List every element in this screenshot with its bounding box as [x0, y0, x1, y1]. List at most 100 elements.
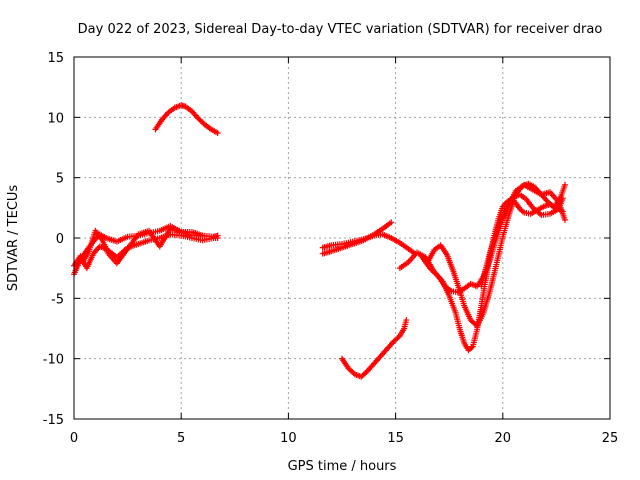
series-trace	[505, 195, 516, 209]
series-trace	[166, 105, 177, 115]
series-trace	[457, 328, 467, 345]
series-trace	[450, 288, 459, 295]
data-point	[214, 130, 221, 137]
x-tick-label: 20	[495, 431, 512, 446]
series-trace	[340, 357, 351, 370]
grid-lines	[74, 57, 610, 419]
data-point	[559, 195, 566, 202]
series-trace	[190, 229, 204, 238]
series-trace	[478, 279, 489, 307]
series-trace	[501, 200, 509, 209]
series-trace	[469, 281, 479, 289]
series-arc-midday-2	[319, 219, 395, 257]
series-trace	[456, 286, 466, 295]
series-trace	[91, 244, 102, 256]
series-arc-morning-3	[79, 225, 206, 267]
y-tick-label: -5	[51, 292, 64, 307]
series-trace	[436, 275, 447, 288]
series-trace	[179, 102, 188, 110]
series-trace	[428, 266, 441, 279]
series-trace	[514, 183, 526, 193]
y-tick-label: 15	[47, 51, 64, 66]
series-trace	[481, 290, 493, 314]
series-trace	[518, 192, 528, 202]
series-trace	[407, 247, 417, 256]
series-trace	[98, 244, 108, 252]
series-trace	[522, 182, 535, 192]
series-trace	[104, 235, 119, 245]
data-point	[199, 232, 206, 239]
data-point	[388, 219, 395, 226]
series-trace	[470, 328, 480, 348]
series-trace	[401, 319, 409, 330]
series-trace	[529, 208, 539, 216]
series-trace	[209, 127, 220, 136]
data-point	[561, 216, 568, 223]
series-trace	[385, 340, 396, 351]
y-axis-label: SDTVAR / TECUs	[6, 185, 21, 292]
series-trace	[432, 243, 443, 252]
series-trace	[444, 253, 456, 273]
series-trace	[340, 241, 354, 251]
series-trace	[523, 210, 532, 217]
axis-ticks: 0 5 10 15 20 25 -15 -10 -5 0 5 10 15	[43, 51, 619, 446]
series-trace	[548, 190, 561, 204]
series-trace	[493, 235, 506, 266]
x-tick-label: 15	[387, 431, 404, 446]
series-trace	[397, 327, 407, 337]
series-arc-low	[339, 317, 410, 380]
series-trace	[158, 223, 172, 233]
series-trace	[115, 247, 130, 265]
series-trace	[157, 227, 173, 248]
series-trace	[531, 206, 543, 217]
series-trace	[398, 260, 410, 270]
series-trace	[203, 122, 213, 132]
series-trace	[468, 318, 479, 328]
series-trace	[372, 225, 387, 237]
series-trace	[184, 104, 194, 114]
x-axis-label: GPS time / hours	[288, 459, 397, 474]
series-trace	[359, 368, 370, 379]
y-tick-label: 5	[56, 172, 64, 187]
series-trace	[153, 118, 164, 131]
series-trace	[512, 192, 522, 200]
series-trace	[115, 234, 129, 244]
x-tick-label: 10	[280, 431, 297, 446]
series-trace	[71, 258, 83, 276]
series-trace	[548, 207, 560, 216]
series-trace	[80, 250, 91, 264]
series-trace	[211, 232, 220, 240]
series-trace	[137, 228, 151, 237]
series-trace	[425, 248, 437, 264]
series-arc-evening-3	[478, 191, 566, 290]
series-trace	[446, 294, 458, 314]
series-trace	[466, 344, 475, 353]
series-trace	[513, 201, 522, 211]
series-trace	[378, 347, 389, 358]
series-trace	[419, 254, 432, 270]
series-trace	[84, 252, 96, 270]
series-trace	[462, 341, 471, 352]
data-point	[403, 317, 410, 324]
series-trace	[353, 371, 363, 380]
series-trace	[487, 224, 501, 254]
series-trace	[542, 201, 552, 210]
series-trace	[160, 110, 171, 122]
data-point	[561, 181, 568, 188]
series-trace	[93, 229, 104, 241]
series-trace	[351, 238, 365, 247]
data-series	[71, 102, 568, 380]
y-tick-label: -15	[43, 413, 64, 428]
x-tick-label: 0	[70, 431, 78, 446]
y-tick-label: 0	[56, 232, 64, 247]
series-trace	[438, 243, 449, 257]
series-trace	[366, 361, 376, 373]
series-trace	[462, 282, 473, 291]
series-trace	[190, 109, 201, 121]
x-tick-label: 5	[177, 431, 185, 446]
series-trace	[330, 245, 344, 254]
x-tick-label: 25	[602, 431, 619, 446]
series-trace	[487, 263, 499, 293]
series-trace	[383, 220, 393, 229]
